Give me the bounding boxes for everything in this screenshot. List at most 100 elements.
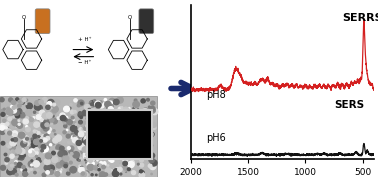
Circle shape: [64, 162, 68, 166]
Circle shape: [124, 120, 126, 122]
Circle shape: [62, 156, 64, 158]
Circle shape: [107, 113, 113, 119]
Circle shape: [125, 124, 130, 129]
Circle shape: [90, 102, 91, 103]
Circle shape: [93, 143, 98, 149]
Circle shape: [94, 130, 99, 135]
Circle shape: [22, 148, 24, 150]
Circle shape: [53, 103, 56, 106]
Circle shape: [119, 151, 125, 157]
Circle shape: [78, 167, 84, 172]
Circle shape: [44, 143, 50, 149]
Circle shape: [150, 164, 156, 170]
Circle shape: [43, 123, 45, 125]
Circle shape: [39, 110, 45, 115]
Circle shape: [102, 147, 107, 152]
Circle shape: [49, 170, 53, 174]
Circle shape: [150, 160, 157, 166]
Circle shape: [133, 135, 139, 141]
Circle shape: [54, 99, 60, 105]
Circle shape: [124, 121, 126, 123]
Circle shape: [2, 123, 4, 125]
Circle shape: [124, 137, 127, 140]
Circle shape: [68, 141, 70, 143]
Circle shape: [53, 138, 58, 143]
Circle shape: [14, 104, 19, 108]
Circle shape: [66, 134, 70, 138]
Circle shape: [37, 133, 39, 135]
Circle shape: [20, 154, 22, 155]
Circle shape: [38, 117, 39, 118]
Circle shape: [134, 154, 137, 157]
Circle shape: [88, 158, 93, 162]
Circle shape: [41, 117, 44, 121]
Circle shape: [104, 139, 106, 141]
Circle shape: [82, 147, 88, 152]
Circle shape: [40, 140, 42, 142]
Circle shape: [26, 110, 32, 116]
Circle shape: [79, 168, 81, 169]
Circle shape: [105, 111, 110, 115]
Circle shape: [144, 126, 150, 131]
Bar: [0, 96, 157, 177]
Circle shape: [34, 131, 36, 133]
Circle shape: [150, 133, 152, 135]
Circle shape: [79, 120, 82, 124]
Circle shape: [140, 158, 143, 162]
Circle shape: [104, 134, 110, 139]
Circle shape: [81, 166, 83, 169]
Circle shape: [38, 134, 40, 137]
Circle shape: [102, 124, 108, 129]
Circle shape: [81, 170, 84, 173]
Circle shape: [107, 165, 109, 166]
Circle shape: [48, 165, 54, 171]
Circle shape: [26, 103, 33, 109]
Circle shape: [133, 140, 139, 146]
Circle shape: [92, 151, 97, 156]
Circle shape: [21, 141, 27, 147]
Circle shape: [5, 129, 9, 133]
Circle shape: [29, 118, 33, 121]
Circle shape: [36, 115, 41, 119]
Circle shape: [13, 150, 19, 155]
Circle shape: [47, 138, 52, 142]
Circle shape: [11, 169, 17, 174]
Circle shape: [118, 107, 123, 112]
Circle shape: [12, 106, 15, 109]
Circle shape: [91, 162, 94, 165]
Circle shape: [142, 138, 146, 142]
Circle shape: [73, 121, 75, 123]
Circle shape: [88, 108, 90, 111]
Circle shape: [60, 162, 64, 166]
Circle shape: [76, 140, 82, 145]
Circle shape: [124, 155, 127, 157]
FancyBboxPatch shape: [35, 9, 50, 34]
Circle shape: [43, 138, 45, 139]
Circle shape: [25, 142, 29, 145]
Circle shape: [0, 125, 5, 130]
Circle shape: [11, 163, 12, 164]
Circle shape: [74, 99, 77, 102]
Circle shape: [132, 171, 136, 175]
Circle shape: [50, 118, 54, 122]
Circle shape: [145, 110, 147, 112]
Circle shape: [22, 165, 25, 169]
Circle shape: [7, 114, 9, 116]
Circle shape: [3, 108, 5, 110]
Circle shape: [28, 151, 34, 157]
Circle shape: [142, 136, 146, 140]
Circle shape: [33, 130, 36, 133]
Circle shape: [96, 149, 99, 152]
Circle shape: [23, 170, 26, 172]
Circle shape: [25, 168, 30, 173]
Circle shape: [84, 155, 87, 159]
Circle shape: [43, 125, 49, 131]
Circle shape: [17, 162, 22, 167]
Circle shape: [42, 98, 47, 102]
Circle shape: [116, 122, 120, 126]
Circle shape: [71, 116, 74, 119]
Circle shape: [0, 109, 6, 115]
Circle shape: [138, 138, 141, 142]
Circle shape: [12, 109, 14, 111]
Circle shape: [13, 151, 15, 153]
